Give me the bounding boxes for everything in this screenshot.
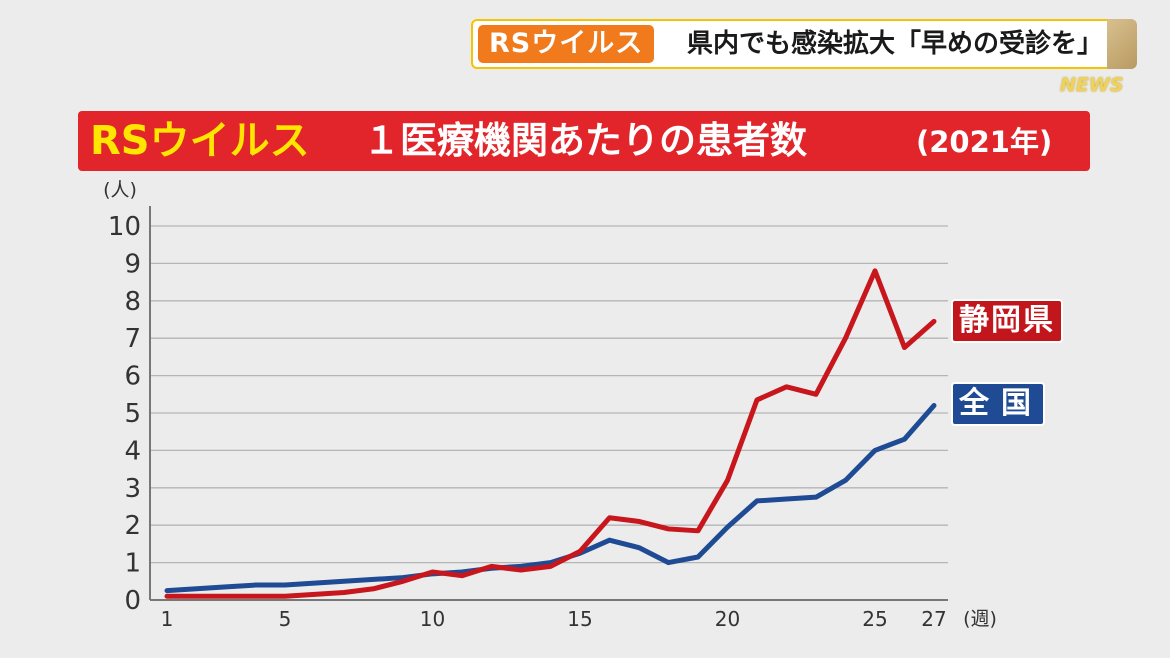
y-tick-label: 9	[124, 249, 141, 279]
y-tick-label: 4	[124, 436, 141, 466]
ticker-corner-decoration	[1107, 19, 1137, 69]
x-tick-label: 25	[862, 607, 887, 631]
x-tick-label: 15	[567, 607, 592, 631]
series-line-shizuoka	[164, 268, 937, 599]
news-logo: NEWS	[1060, 74, 1124, 96]
chart-title-main: １医療機関あたりの患者数	[363, 119, 807, 162]
y-tick-label: 8	[124, 287, 141, 317]
y-tick-label: 1	[124, 549, 141, 579]
x-tick-label: 27	[921, 607, 946, 631]
y-tick-label: 3	[124, 474, 141, 504]
news-ticker: RSウイルス 県内でも感染拡大「早めの受診を」	[471, 19, 1137, 69]
x-tick-label: 10	[420, 607, 445, 631]
ticker-tag: RSウイルス	[478, 25, 655, 63]
y-axis-label: (人)	[103, 179, 137, 201]
legend-national: 全国	[951, 382, 1045, 426]
x-tick-label: 5	[279, 607, 292, 631]
chart-title-year: (2021年)	[916, 125, 1053, 159]
x-tick-label: 20	[715, 607, 740, 631]
ticker-headline: 県内でも感染拡大「早めの受診を」	[687, 29, 1104, 59]
chart-title-banner: RSウイルス １医療機関あたりの患者数 (2021年)	[78, 111, 1090, 171]
y-tick-label: 6	[124, 362, 141, 392]
y-tick-label: 5	[124, 399, 141, 429]
series-lines	[164, 268, 937, 599]
y-tick-labels: 0 1 2 3 4 5 6 7 8 9 10	[108, 212, 141, 616]
legend-shizuoka: 静岡県	[951, 299, 1063, 343]
x-axis-label: (週)	[963, 608, 997, 630]
grid-lines	[149, 206, 948, 601]
y-tick-label: 0	[124, 586, 141, 616]
x-tick-labels: 1 5 10 15 20 25 27	[161, 607, 947, 631]
chart-title-virus: RSウイルス	[90, 118, 310, 164]
y-tick-label: 2	[124, 511, 141, 541]
x-tick-label: 1	[161, 607, 174, 631]
series-line-national	[164, 403, 937, 594]
y-tick-label: 7	[124, 324, 141, 354]
y-tick-label: 10	[108, 212, 141, 242]
